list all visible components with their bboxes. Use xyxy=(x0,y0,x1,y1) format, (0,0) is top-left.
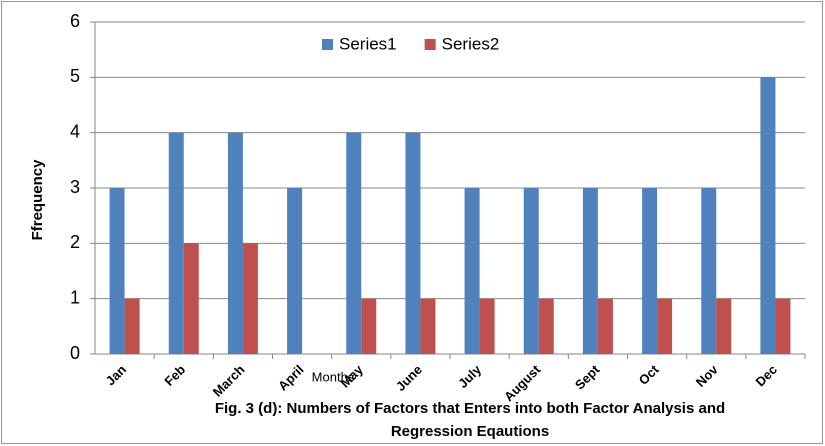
bar xyxy=(760,77,776,354)
y-tick-label: 3 xyxy=(70,177,80,197)
y-tick-label: 1 xyxy=(70,287,80,307)
bar xyxy=(287,188,303,354)
bar xyxy=(716,298,732,354)
x-axis-label: Months xyxy=(312,369,355,384)
legend-label: Series2 xyxy=(442,34,500,53)
bar xyxy=(582,188,598,354)
bar xyxy=(538,298,554,354)
y-tick-label: 6 xyxy=(70,11,80,31)
bar xyxy=(420,298,436,354)
bar xyxy=(775,298,791,354)
bar xyxy=(168,132,184,354)
bar xyxy=(523,188,539,354)
y-axis-label: Ffrequency xyxy=(29,159,46,241)
bar xyxy=(124,298,140,354)
caption: Regression Eqautions xyxy=(391,423,549,440)
legend-swatch xyxy=(424,39,436,50)
bar xyxy=(642,188,658,354)
bar xyxy=(701,188,717,354)
bar xyxy=(597,298,613,354)
bar xyxy=(361,298,377,354)
bar xyxy=(464,188,480,354)
bar xyxy=(479,298,495,354)
y-tick-label: 5 xyxy=(70,66,80,86)
bar xyxy=(109,188,125,354)
bar xyxy=(183,243,199,354)
bar xyxy=(346,132,362,354)
y-tick-label: 4 xyxy=(70,121,80,141)
y-tick-label: 0 xyxy=(70,343,80,363)
bar xyxy=(242,243,258,354)
legend-label: Series1 xyxy=(339,34,397,53)
legend-swatch xyxy=(322,39,333,50)
caption: Fig. 3 (d): Numbers of Factors that Ente… xyxy=(215,400,725,417)
bar xyxy=(657,298,673,354)
bar xyxy=(405,132,421,354)
y-tick-label: 2 xyxy=(70,232,80,252)
bar xyxy=(227,132,243,354)
